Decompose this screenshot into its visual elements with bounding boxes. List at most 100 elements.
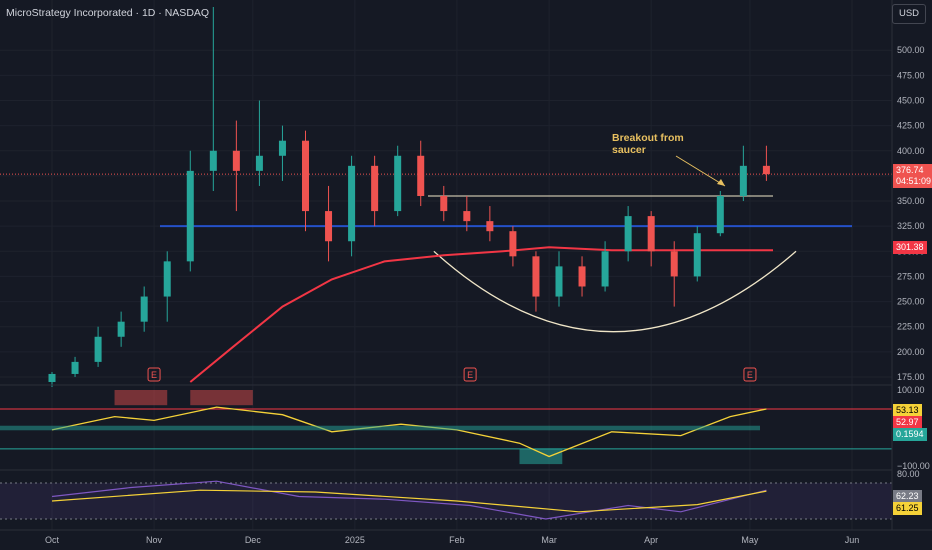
y-tick-label: 325.00 [897,221,925,231]
candle [509,226,517,267]
candle-body [624,216,632,252]
annotation-line-1: Breakout from [612,132,684,144]
earnings-box [743,367,757,382]
candle [255,100,263,186]
candle [578,256,586,297]
candle-body [693,233,701,277]
candle [325,185,333,262]
candle-body [417,155,425,196]
candle-body [647,216,655,252]
candle [739,145,747,202]
candle-body [232,150,240,171]
candle [417,140,425,207]
candle [71,356,79,377]
annotation-arrowhead [717,179,725,186]
candle [186,150,194,272]
candle [532,251,540,312]
candle [440,185,448,222]
candle [209,6,217,191]
currency-button[interactable]: USD [892,4,926,24]
macd-tick-label: 100.00 [897,385,925,395]
y-tick-label: 200.00 [897,347,925,357]
macd-histogram [0,425,760,431]
candle-body [48,373,56,382]
candle-body [117,321,125,337]
candle [140,286,148,332]
candle [371,155,379,227]
y-tick-label: 425.00 [897,121,925,131]
candle [647,211,655,267]
candle-body [209,150,217,171]
saucer-arc [433,250,797,333]
candle [232,120,240,212]
rsi-tick-label: 80.00 [897,469,920,479]
x-tick-label: Mar [541,535,557,545]
candle-body [486,221,494,232]
y-tick-label: 475.00 [897,70,925,80]
x-tick-label: Nov [146,535,163,545]
rsi-ma-line [51,489,767,513]
candle [463,196,471,232]
macd-tick-label: −100.00 [897,461,930,471]
y-tick-label: 175.00 [897,372,925,382]
candle-body [578,266,586,287]
candle [163,251,171,322]
candle-body [555,266,563,297]
price-tag: 376.74 04:51:09 [893,164,932,188]
candle-body [394,155,402,212]
candle-body [94,336,102,362]
candle [348,155,356,257]
rsi-tag-1: 62.23 [893,490,922,503]
candle [670,241,678,307]
candle-body [255,155,263,171]
rsi-line [51,480,767,520]
candle [693,226,701,282]
x-tick-label: Oct [45,535,60,545]
x-tick-label: Feb [449,535,465,545]
earnings-label: E [467,370,473,380]
candle-body [186,170,194,262]
candle [278,125,286,181]
candle-body [140,296,148,322]
candle-body [601,251,609,287]
candle [486,206,494,242]
candle [624,206,632,262]
candle [555,251,563,307]
candle-body [739,165,747,196]
candle-body [463,211,471,222]
x-tick-label: May [741,535,759,545]
candle-body [371,165,379,212]
overbought-zone [114,390,168,406]
macd-tag-3: 0.1594 [893,428,927,441]
candle-body [348,165,356,242]
candle [301,130,309,232]
y-tick-label: 275.00 [897,271,925,281]
chart-title: MicroStrategy Incorporated · 1D · NASDAQ [6,7,210,19]
candle-body [440,196,448,212]
x-tick-label: Apr [644,535,658,545]
ma-200-line [189,246,773,383]
y-tick-label: 400.00 [897,146,925,156]
earnings-marker: E [147,367,161,382]
candle [716,190,724,237]
x-tick-label: Dec [245,535,262,545]
y-tick-label: 500.00 [897,45,925,55]
candle [762,145,770,181]
oversold-zone [519,448,563,465]
price-countdown: 04:51:09 [896,176,932,186]
candle-body [325,211,333,242]
candle-body [670,251,678,277]
earnings-marker: E [743,367,757,382]
ma-tag: 301.38 [893,241,927,254]
earnings-marker: E [463,367,477,382]
candle-body [762,165,770,175]
y-tick-label: 450.00 [897,95,925,105]
macd-tag-1: 53.13 [893,404,922,417]
y-tick-label: 350.00 [897,196,925,206]
candle [601,241,609,292]
candle-body [278,140,286,156]
x-tick-label: 2025 [345,535,365,545]
y-tick-label: 225.00 [897,322,925,332]
earnings-box [463,367,477,382]
